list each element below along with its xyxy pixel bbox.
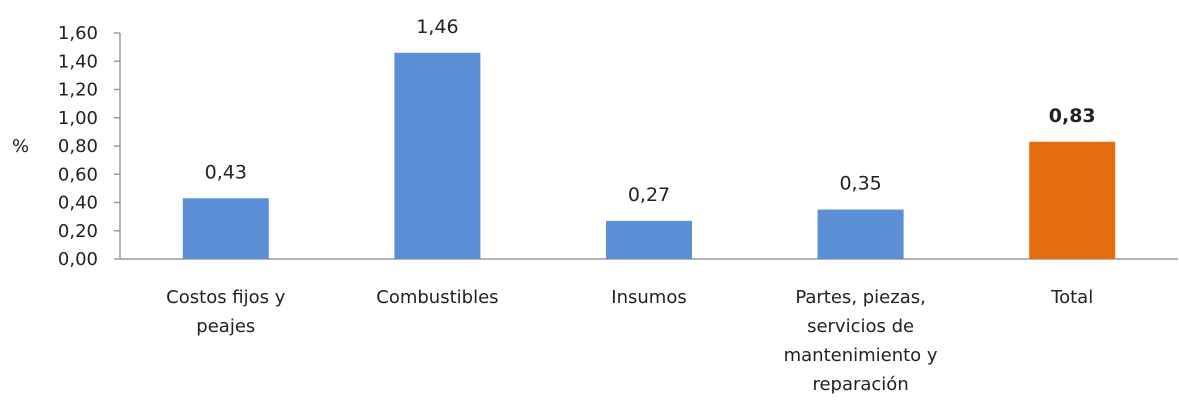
data-labels: 0,43 1,46 0,27 0,35 0,83 — [205, 16, 1096, 206]
category-label: Combustibles — [376, 287, 498, 308]
category-label: Costos fijos y peajes — [166, 287, 286, 337]
data-label: 0,83 — [1049, 105, 1096, 127]
data-label: 1,46 — [416, 16, 458, 38]
data-label: 0,27 — [628, 184, 670, 206]
data-label: 0,43 — [205, 161, 247, 183]
y-tick-label: 0,00 — [58, 249, 98, 270]
data-label: 0,35 — [839, 173, 881, 195]
y-tick-label: 1,00 — [58, 108, 98, 129]
y-axis-label: % — [12, 136, 29, 157]
bar — [1029, 141, 1116, 259]
category-label: Total — [1050, 287, 1093, 308]
bar — [606, 220, 692, 259]
y-tick-label: 1,20 — [58, 80, 98, 101]
y-tick-label: 0,60 — [58, 164, 98, 185]
category-label: Partes, piezas, servicios de mantenimiento… — [784, 287, 938, 395]
bar — [182, 198, 269, 259]
bars — [182, 52, 1116, 260]
y-tick-label: 0,20 — [58, 221, 98, 242]
y-tick-label: 0,80 — [58, 136, 98, 157]
bar — [817, 209, 904, 259]
y-tick-label: 0,40 — [58, 193, 98, 214]
category-label: Insumos — [611, 287, 686, 308]
category-labels: Costos fijos y peajes Combustibles Insumos P… — [166, 287, 1093, 395]
y-tick-label: 1,40 — [58, 51, 98, 72]
y-tick-label: 1,60 — [58, 23, 98, 44]
y-axis: 0,00 0,20 0,40 0,60 0,80 1,00 1,20 1,40 1,60 — [58, 23, 1178, 270]
bar — [394, 52, 481, 260]
